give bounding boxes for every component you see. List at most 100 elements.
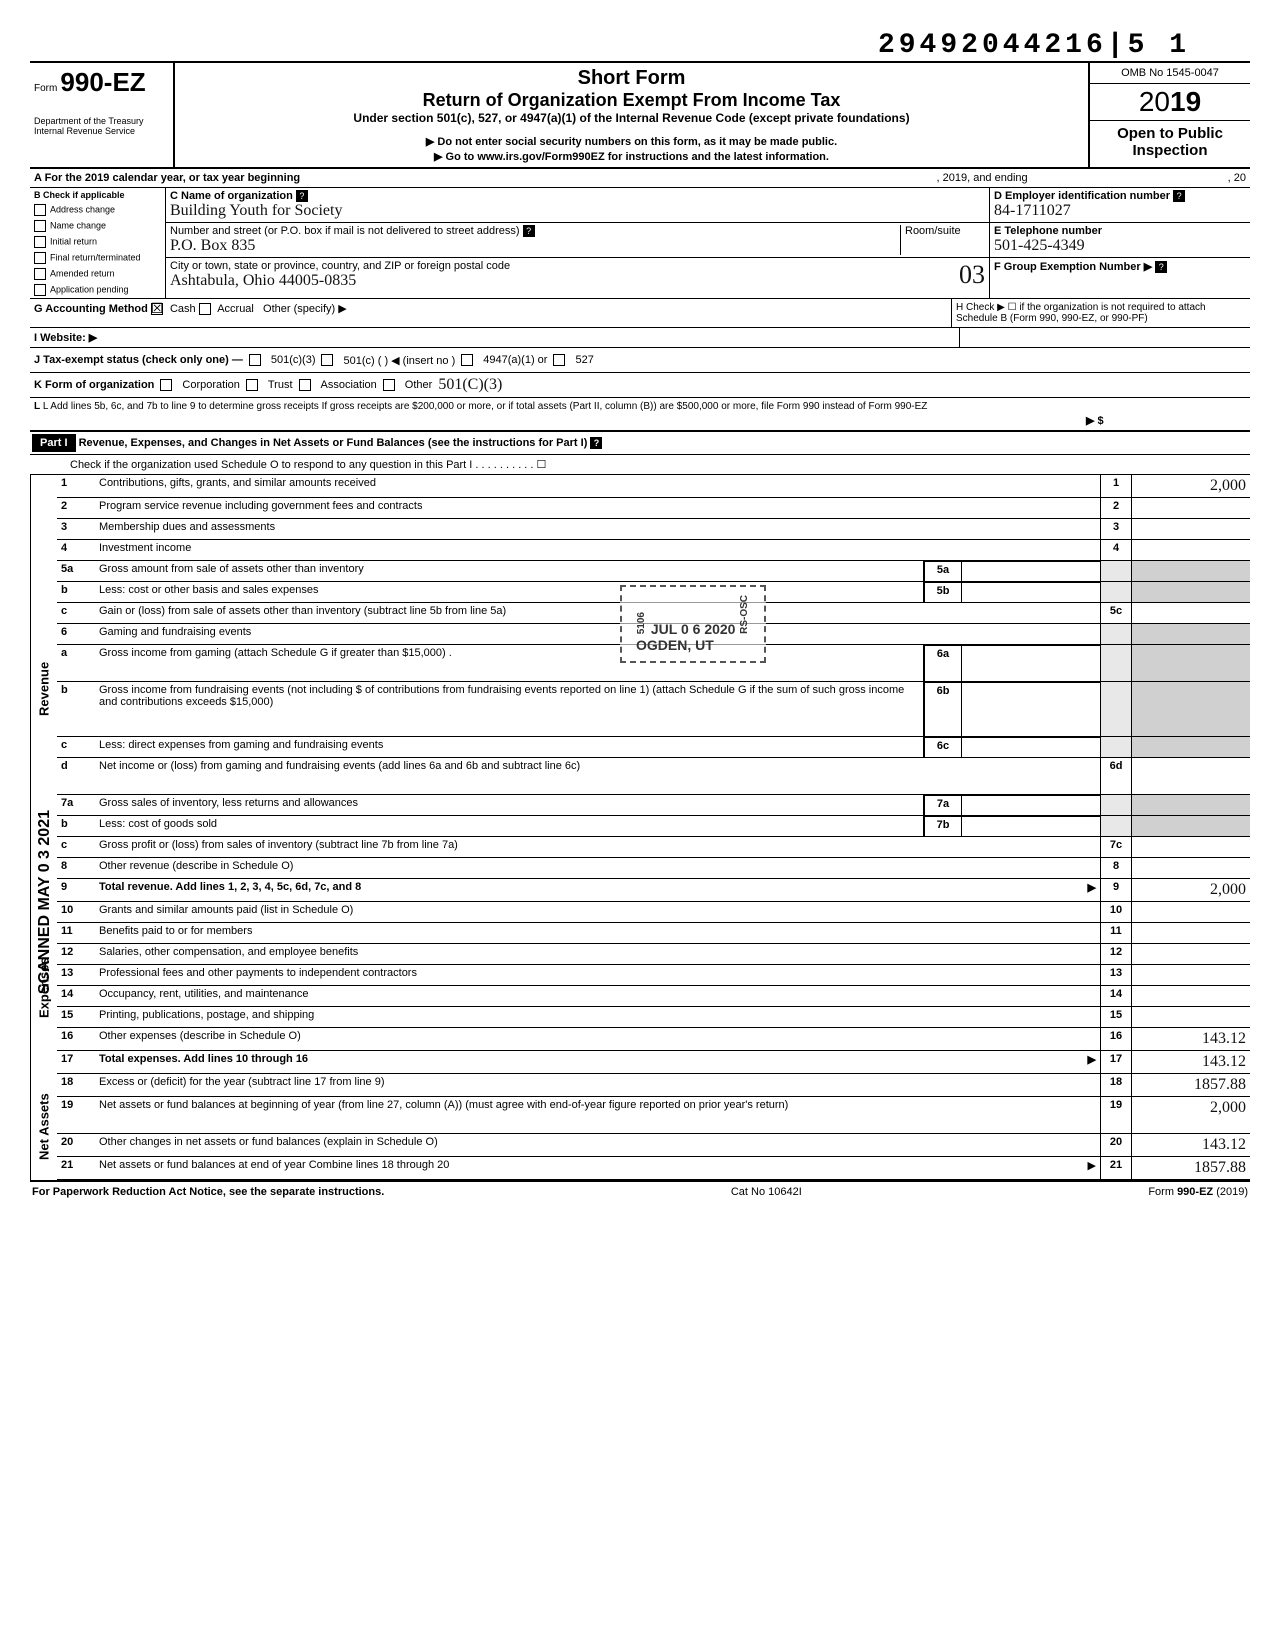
line-num: 12 (57, 944, 95, 964)
line-mid-val (962, 738, 1100, 757)
line-2: 2 Program service revenue including gove… (57, 498, 1250, 519)
line-desc: Benefits paid to or for members (95, 923, 1100, 943)
line-right-val: 143.12 (1132, 1028, 1250, 1050)
line-right-val (1132, 498, 1250, 518)
shaded-cell (1132, 645, 1250, 681)
line-7b: b Less: cost of goods sold 7b (57, 816, 1250, 837)
expenses-section: Expenses 10 Grants and similar amounts p… (30, 902, 1250, 1074)
line-num: 8 (57, 858, 95, 878)
chk-name-change[interactable]: Name change (30, 218, 165, 234)
phone-value: 501-425-4349 (994, 237, 1085, 254)
line-desc: Professional fees and other payments to … (95, 965, 1100, 985)
k-label: K Form of organization (34, 379, 154, 391)
line-right-val (1132, 923, 1250, 943)
line-right-num: 6d (1100, 758, 1132, 794)
shaded-cell (1100, 561, 1132, 581)
line-desc: Gross amount from sale of assets other t… (95, 561, 923, 581)
line-desc: Less: cost or other basis and sales expe… (95, 582, 923, 602)
chk-amended-return[interactable]: Amended return (30, 266, 165, 282)
line-right-val: 2,000 (1132, 879, 1250, 901)
line-num: 16 (57, 1028, 95, 1050)
chk-initial-return[interactable]: Initial return (30, 234, 165, 250)
chk-final-return[interactable]: Final return/terminated (30, 250, 165, 266)
line-right-val: 2,000 (1132, 475, 1250, 497)
line-mid-num: 5b (924, 583, 962, 602)
help-icon[interactable]: ? (1173, 190, 1185, 202)
row-a-mid: , 2019, and ending (937, 172, 1028, 184)
stamp-date: JUL 0 6 2020 (651, 621, 736, 637)
line-num: 9 (57, 879, 95, 901)
line-desc: Gaming and fundraising events (95, 624, 1100, 644)
chk-label: Application pending (50, 284, 129, 294)
k-other: Other (405, 379, 433, 391)
chk-527[interactable] (553, 354, 565, 366)
line-desc: Less: cost of goods sold (95, 816, 923, 836)
help-icon[interactable]: ? (590, 437, 602, 449)
line-desc: Gross profit or (loss) from sales of inv… (95, 837, 1100, 857)
line-desc: Salaries, other compensation, and employ… (95, 944, 1100, 964)
chk-accrual[interactable] (199, 303, 211, 315)
line-num: 18 (57, 1074, 95, 1096)
chk-501c3[interactable] (249, 354, 261, 366)
j-label: J Tax-exempt status (check only one) — (34, 354, 243, 366)
header-left: Form 990-EZ Department of the Treasury I… (30, 63, 175, 167)
year-prefix: 20 (1139, 86, 1170, 117)
line-desc: Less: direct expenses from gaming and fu… (95, 737, 923, 757)
chk-label: Initial return (50, 236, 97, 246)
city-value: Ashtabula, Ohio 44005-0835 (170, 272, 356, 289)
k-trust: Trust (268, 379, 293, 391)
line-num: 1 (57, 475, 95, 497)
line-num: 17 (57, 1051, 95, 1073)
chk-address-change[interactable]: Address change (30, 202, 165, 218)
j-4947: 4947(a)(1) or (483, 354, 547, 366)
h-schedule-b: H Check ▶ ☐ if the organization is not r… (951, 299, 1250, 327)
chk-trust[interactable] (246, 379, 258, 391)
stamp-side: RS-OSC (739, 595, 750, 634)
k-assoc: Association (321, 379, 377, 391)
footer-cat: Cat No 10642I (731, 1186, 802, 1198)
chk-4947[interactable] (461, 354, 473, 366)
return-title: Return of Organization Exempt From Incom… (183, 90, 1080, 111)
chk-assoc[interactable] (299, 379, 311, 391)
help-icon[interactable]: ? (1155, 261, 1167, 273)
help-icon[interactable]: ? (523, 225, 535, 237)
line-num: b (57, 816, 95, 836)
line-desc: Membership dues and assessments (95, 519, 1100, 539)
received-stamp: 5106 JUL 0 6 2020 RS-OSC OGDEN, UT (620, 585, 766, 663)
line-right-num: 16 (1100, 1028, 1132, 1050)
line-19: 19 Net assets or fund balances at beginn… (57, 1097, 1250, 1134)
revenue-side-label: Revenue (30, 475, 57, 902)
chk-corp[interactable] (160, 379, 172, 391)
line-num: 11 (57, 923, 95, 943)
line-desc: Occupancy, rent, utilities, and maintena… (95, 986, 1100, 1006)
chk-application-pending[interactable]: Application pending (30, 282, 165, 298)
line-8: 8 Other revenue (describe in Schedule O)… (57, 858, 1250, 879)
ssn-warning: ▶ Do not enter social security numbers o… (183, 135, 1080, 148)
help-icon[interactable]: ? (296, 190, 308, 202)
line-right-num: 5c (1100, 603, 1132, 623)
l-amount-arrow: ▶ $ (1082, 398, 1250, 430)
irs: Internal Revenue Service (34, 126, 169, 136)
line-right-num: 13 (1100, 965, 1132, 985)
shaded-cell (1132, 582, 1250, 602)
line-18: 18 Excess or (deficit) for the year (sub… (57, 1074, 1250, 1097)
tax-year: 2019 (1090, 84, 1250, 121)
shaded-cell (1100, 582, 1132, 602)
line-right-val (1132, 540, 1250, 560)
line-right-num: 2 (1100, 498, 1132, 518)
line-desc: Other revenue (describe in Schedule O) (95, 858, 1100, 878)
netassets-section: Net Assets 18 Excess or (deficit) for th… (30, 1074, 1250, 1182)
subtitle: Under section 501(c), 527, or 4947(a)(1)… (183, 111, 1080, 125)
part1-check-row: Check if the organization used Schedule … (30, 455, 1250, 475)
line-num: 10 (57, 902, 95, 922)
line-mid-num: 7a (924, 796, 962, 815)
chk-other[interactable] (383, 379, 395, 391)
chk-cash[interactable]: ☒ (151, 303, 163, 315)
e-phone-label: E Telephone number (994, 225, 1102, 237)
line-mid-num: 6c (924, 738, 962, 757)
c-street-label: Number and street (or P.O. box if mail i… (170, 225, 520, 237)
row-a-end: , 20 (1228, 172, 1246, 184)
line-6c: c Less: direct expenses from gaming and … (57, 737, 1250, 758)
row-a-tax-year: A For the 2019 calendar year, or tax yea… (30, 169, 1250, 188)
chk-501c[interactable] (321, 354, 333, 366)
